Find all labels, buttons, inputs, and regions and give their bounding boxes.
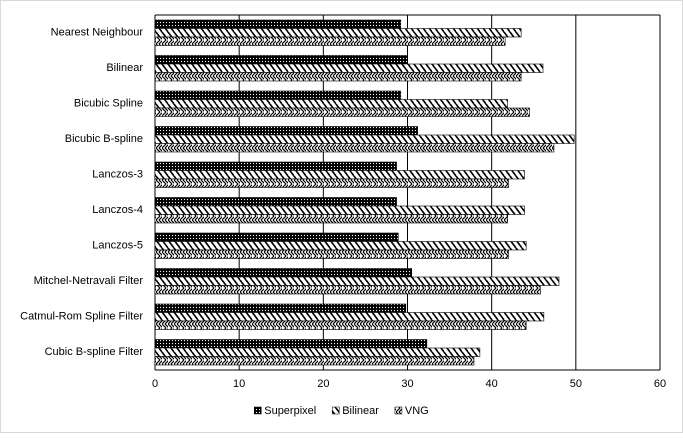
legend-label: Superpixel <box>264 405 316 417</box>
y-tick-label: Lanczos-4 <box>92 204 143 216</box>
y-tick-label: Lanczos-3 <box>92 169 143 181</box>
legend-swatch <box>253 406 262 415</box>
bar <box>154 134 575 144</box>
bar <box>154 143 555 153</box>
y-tick-label: Bicubic Spline <box>74 98 143 110</box>
x-tick-label: 10 <box>233 378 245 390</box>
bar <box>154 303 407 313</box>
x-tick-label: 0 <box>152 378 158 390</box>
x-tick-label: 30 <box>401 378 413 390</box>
bar <box>154 197 397 207</box>
bar <box>154 161 397 171</box>
bar <box>154 347 481 357</box>
bar <box>154 36 506 46</box>
bar <box>154 214 508 224</box>
bar <box>154 55 408 65</box>
y-tick-label: Bilinear <box>106 62 143 74</box>
bar <box>154 90 402 100</box>
y-tick-label: Catmul-Rom Spline Filter <box>20 311 143 323</box>
bar <box>154 99 508 109</box>
legend-label: VNG <box>405 405 429 417</box>
bar <box>154 126 418 136</box>
bar <box>154 339 428 349</box>
y-tick-label: Nearest Neighbour <box>51 27 144 39</box>
bar <box>154 320 527 330</box>
legend-swatch <box>331 406 340 415</box>
bar <box>154 276 560 286</box>
bar <box>154 249 509 259</box>
bar <box>154 19 402 29</box>
y-tick-label: Lanczos-5 <box>92 240 143 252</box>
y-tick-label: Bicubic B-spline <box>65 133 143 145</box>
bar <box>154 285 541 295</box>
bar <box>154 312 545 322</box>
legend-label: Bilinear <box>342 405 379 417</box>
bar <box>154 205 525 215</box>
bar <box>154 232 399 242</box>
y-tick-label: Mitchel-Netravali Filter <box>34 275 144 287</box>
bar <box>154 28 522 38</box>
bar <box>154 107 530 117</box>
bar <box>154 170 525 180</box>
bar <box>154 72 522 82</box>
bar <box>154 356 475 366</box>
bar <box>154 63 544 73</box>
legend-swatch <box>394 406 403 415</box>
x-tick-label: 60 <box>654 378 666 390</box>
bar <box>154 178 509 188</box>
x-tick-label: 40 <box>486 378 498 390</box>
bar <box>154 268 413 278</box>
x-tick-label: 20 <box>317 378 329 390</box>
y-tick-label: Cubic B-spline Filter <box>45 346 144 358</box>
x-tick-label: 50 <box>570 378 582 390</box>
bar <box>154 241 527 251</box>
